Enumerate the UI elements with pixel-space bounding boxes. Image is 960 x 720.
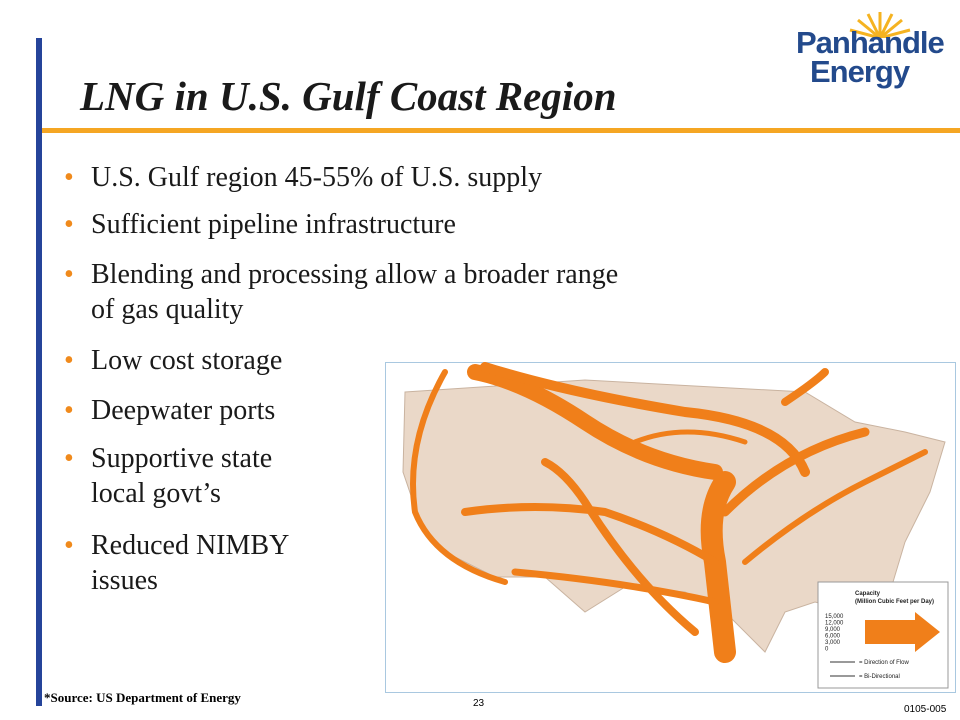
- legend-text: 0: [825, 647, 829, 653]
- bullet: • Supportive state local govt’s: [64, 441, 272, 511]
- legend-text: 6,000: [825, 634, 841, 640]
- bullet-text: Supportive state: [91, 443, 273, 474]
- logo-sun: [849, 12, 911, 38]
- bullet-text: Blending and processing allow a broader …: [91, 259, 619, 290]
- bullet: • U.S. Gulf region 45-55% of U.S. supply: [64, 160, 542, 195]
- legend-text: 3,000: [825, 640, 841, 646]
- logo-line: Panhandle: [796, 25, 945, 60]
- bullet-text: of gas quality: [91, 294, 244, 325]
- bullet-text: local govt’s: [91, 478, 221, 509]
- source: *Source: US Department of Energy: [44, 690, 241, 705]
- doc-code: 0105-005: [904, 704, 947, 715]
- legend-text: = Direction of Flow: [859, 660, 910, 666]
- bullet-dot: •: [64, 530, 74, 561]
- title: LNG in U.S. Gulf Coast Region: [80, 73, 617, 119]
- bullet-dot: •: [64, 345, 74, 376]
- pipeline-map: Capacity (Million Cubic Feet per Day) 15,0…: [385, 362, 956, 693]
- bullet-text: Deepwater ports: [91, 395, 276, 426]
- bullet-text: Reduced NIMBY: [91, 530, 290, 561]
- logo-line: Energy: [810, 54, 910, 89]
- bullet-dot: •: [64, 162, 74, 193]
- bullet: • Sufficient pipeline infrastructure: [64, 207, 456, 242]
- bullet: • Blending and processing allow a broader…: [64, 257, 618, 327]
- title-rule: [42, 128, 960, 133]
- bullet-text: U.S. Gulf region 45-55% of U.S. supply: [91, 162, 543, 193]
- bullet: • Reduced NIMBY issues: [64, 528, 289, 598]
- bullet-text: Sufficient pipeline infrastructure: [91, 209, 456, 240]
- legend-text: (Million Cubic Feet per Day): [855, 599, 934, 605]
- bullet-dot: •: [64, 259, 74, 290]
- bullet-dot: •: [64, 209, 74, 240]
- legend-text: = Bi-Directional: [859, 674, 900, 680]
- bullet: • Deepwater ports: [64, 393, 275, 428]
- legend-text: Capacity: [855, 591, 881, 597]
- legend-text: 12,000: [825, 621, 844, 627]
- legend-text: 15,000: [825, 614, 844, 620]
- bullet-dot: •: [64, 443, 74, 474]
- bullet-text: Low cost storage: [91, 345, 283, 376]
- page-number: 23: [473, 698, 485, 709]
- left-bar: [36, 38, 42, 706]
- logo: Panhandle Energy: [796, 25, 945, 89]
- bullet-dot: •: [64, 395, 74, 426]
- bullet: • Low cost storage: [64, 343, 282, 378]
- legend-text: 9,000: [825, 627, 841, 633]
- bullet-text: issues: [91, 565, 158, 596]
